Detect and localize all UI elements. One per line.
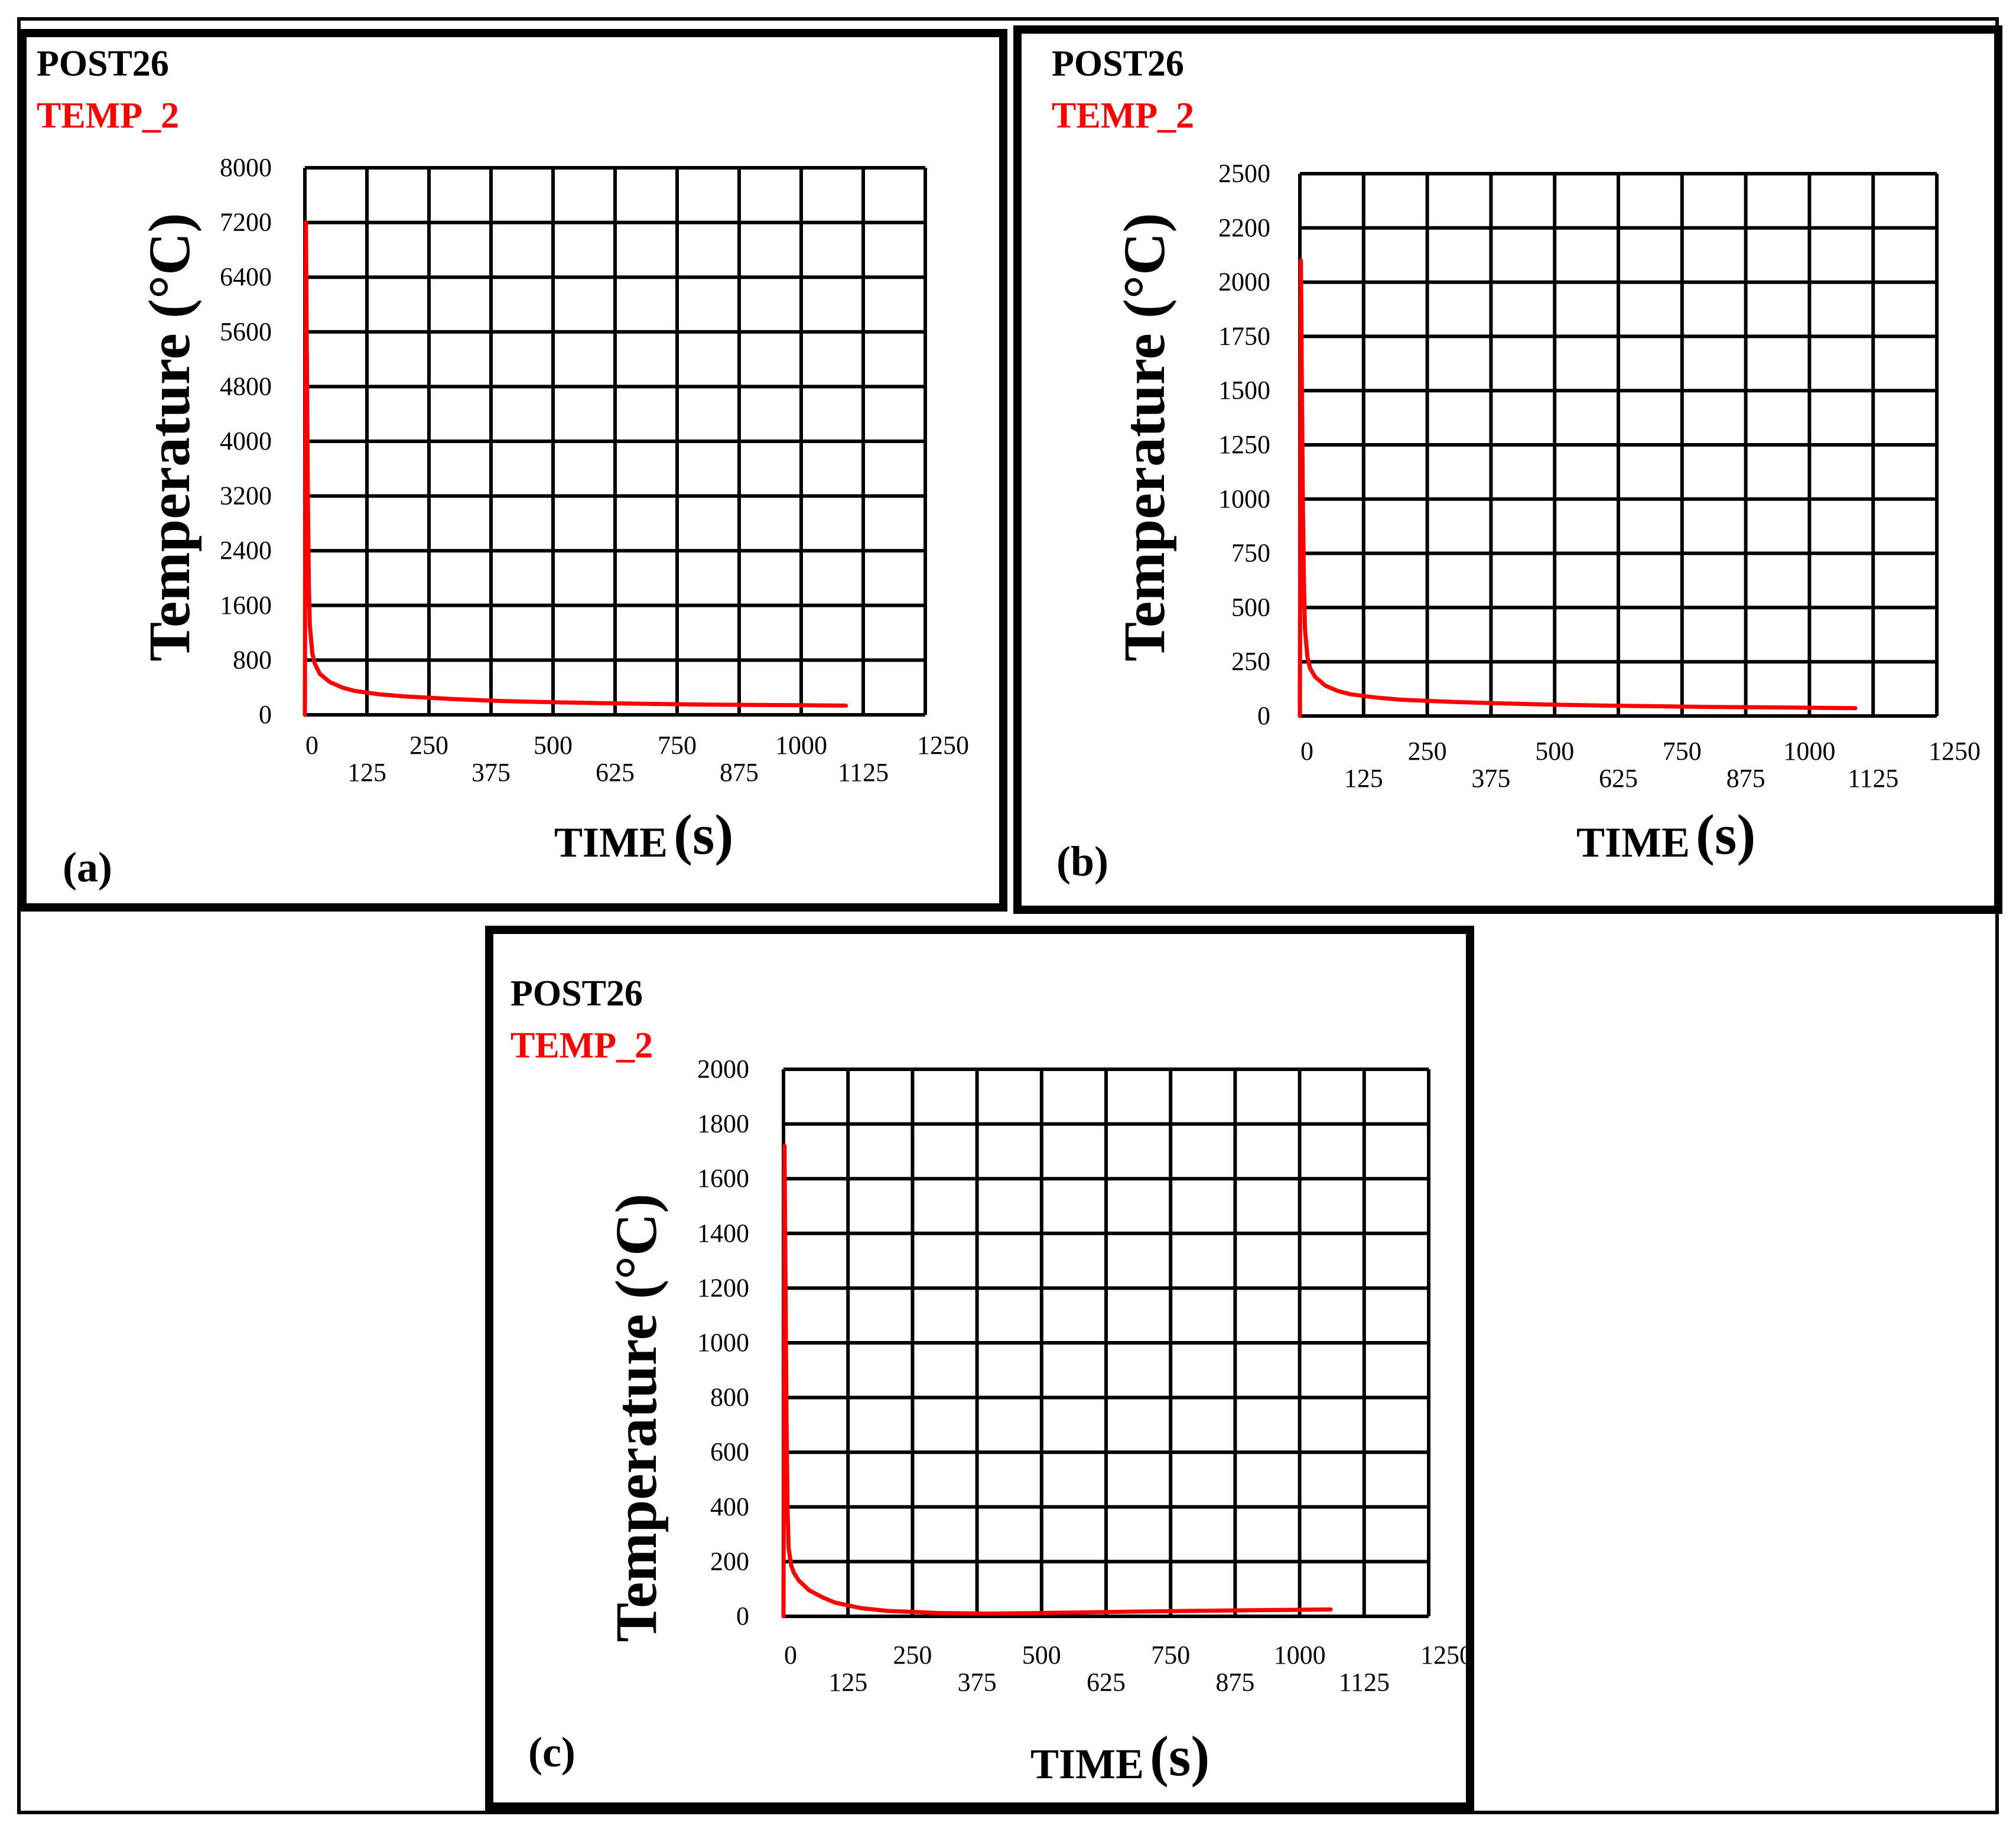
panel-b-x-axis-unit: (s) xyxy=(1696,803,1755,866)
panel-a-y-tick-label: 0 xyxy=(259,700,272,729)
panel-b-x-axis-label: TIME xyxy=(1576,819,1690,866)
panel-a-x-tick-label: 875 xyxy=(720,758,759,787)
panel-a-series-name: TEMP_2 xyxy=(37,96,179,136)
panel-c-x-tick-label: 625 xyxy=(1087,1668,1126,1697)
panel-b-y-tick-label: 1750 xyxy=(1218,321,1270,350)
panel-b-y-tick-label: 0 xyxy=(1257,701,1270,730)
panel-b-y-tick-label: 500 xyxy=(1231,593,1270,621)
panel-b-y-tick-label: 2200 xyxy=(1218,213,1270,242)
panel-a-x-tick-label: 250 xyxy=(409,731,448,760)
panel-b-frame xyxy=(1013,25,2002,914)
panel-c-x-tick-label: 750 xyxy=(1151,1641,1190,1669)
panel-b-label: (b) xyxy=(1056,838,1108,885)
panel-c-plot-area: 0 200 400 600 800 1000 1200 1400 1600 1800 2000 0 12… xyxy=(697,1055,1472,1697)
panel-b-x-tick-label: 1000 xyxy=(1783,737,1835,766)
panel-a-y-tick-label: 1600 xyxy=(220,591,272,620)
panel-a-series-line xyxy=(303,220,848,717)
panel-b-x-tick-label: 875 xyxy=(1726,764,1765,793)
panel-b: POST26 TEMP_2 Temperature (°C) TIME (s) … xyxy=(1013,25,2002,914)
panel-c-x-tick-label: 1125 xyxy=(1339,1668,1390,1697)
panel-c-series-line xyxy=(781,1144,1333,1619)
panel-c-x-axis-unit: (s) xyxy=(1150,1724,1209,1788)
panel-a-x-axis-unit: (s) xyxy=(674,803,733,866)
panel-c-y-tick-label: 600 xyxy=(710,1437,749,1466)
panel-b-y-tick-label: 250 xyxy=(1231,647,1270,676)
panel-b-y-tick-label: 750 xyxy=(1231,539,1270,568)
panel-c-y-tick-label: 200 xyxy=(710,1547,749,1576)
panel-a-y-tick-label: 5600 xyxy=(220,317,272,346)
panel-b-x-tick-label: 1250 xyxy=(1929,737,1981,766)
panel-b-series-line xyxy=(1298,258,1858,718)
panel-a-x-axis-label: TIME xyxy=(554,819,668,866)
panel-b-x-tick-label: 125 xyxy=(1344,764,1383,793)
panel-a-y-tick-label: 7200 xyxy=(220,208,272,237)
panel-a-x-tick-label: 1250 xyxy=(917,731,969,760)
panel-a-plot-area: 0 800 1600 2400 3200 4000 4800 5600 6400 7200 8000… xyxy=(220,153,969,787)
panel-c-y-tick-label: 1800 xyxy=(697,1109,749,1138)
panel-c-y-axis-label: Temperature (°C) xyxy=(603,1193,669,1642)
panel-b-x-tick-label: 750 xyxy=(1663,737,1702,766)
panel-b-x-tick-label: 250 xyxy=(1408,737,1447,766)
panel-a-x-tick-label: 1125 xyxy=(838,758,889,787)
panel-c-x-tick-label: 375 xyxy=(958,1668,997,1697)
panel-a-label: (a) xyxy=(63,844,112,891)
panel-a-x-tick-label: 1000 xyxy=(775,731,827,760)
panel-a-y-tick-label: 2400 xyxy=(220,536,272,565)
panel-c-header: POST26 xyxy=(510,974,643,1014)
panel-c-frame xyxy=(485,926,1474,1811)
panel-a-y-tick-label: 4000 xyxy=(220,427,272,455)
panel-c-y-tick-label: 1200 xyxy=(697,1273,749,1302)
panel-c-x-tick-label: 500 xyxy=(1022,1641,1061,1669)
panel-a: POST26 TEMP_2 Temperature (°C) TIME (s) … xyxy=(18,29,1007,912)
panel-b-plot-area: 0 250 500 750 1000 1250 1500 1750 2000 2200 2500 0 1… xyxy=(1218,159,1981,793)
panel-b-x-tick-label: 625 xyxy=(1599,764,1638,793)
panel-a-y-tick-label: 800 xyxy=(233,645,272,674)
panel-c-x-tick-label: 250 xyxy=(893,1641,932,1669)
panel-b-x-tick-label: 0 xyxy=(1300,737,1313,766)
figure-frame xyxy=(17,17,1999,1814)
panel-c: POST26 TEMP_2 Temperature (°C) TIME (s) … xyxy=(485,926,1474,1811)
panel-c-y-tick-label: 1000 xyxy=(697,1328,749,1357)
panel-b-x-tick-label: 375 xyxy=(1471,764,1510,793)
panel-b-y-tick-label: 1500 xyxy=(1218,376,1270,405)
panel-c-label: (c) xyxy=(528,1729,575,1776)
panel-c-y-tick-label: 2000 xyxy=(697,1055,749,1083)
panel-a-y-tick-label: 8000 xyxy=(220,153,272,182)
panel-c-series-name: TEMP_2 xyxy=(510,1026,653,1066)
panel-c-x-tick-label: 0 xyxy=(784,1641,797,1669)
panel-b-x-tick-label: 1125 xyxy=(1848,764,1898,793)
panel-c-y-tick-label: 1600 xyxy=(697,1164,749,1193)
panel-b-header: POST26 xyxy=(1052,44,1184,84)
panel-c-y-tick-label: 1400 xyxy=(697,1219,749,1248)
panel-a-x-tick-label: 375 xyxy=(472,758,510,787)
panel-c-x-tick-label: 1000 xyxy=(1274,1641,1326,1669)
panel-a-y-tick-label: 6400 xyxy=(220,262,272,291)
panel-b-y-tick-label: 2500 xyxy=(1218,159,1270,188)
panel-c-y-tick-label: 0 xyxy=(736,1602,749,1631)
panel-a-y-tick-label: 4800 xyxy=(220,372,272,401)
panel-b-x-tick-label: 500 xyxy=(1535,737,1574,766)
panel-a-x-tick-label: 0 xyxy=(305,731,318,760)
panel-c-y-tick-label: 400 xyxy=(710,1492,749,1521)
panel-a-x-tick-label: 500 xyxy=(534,731,573,760)
panel-c-y-tick-label: 800 xyxy=(710,1383,749,1412)
panel-a-header: POST26 xyxy=(37,44,169,84)
panel-b-y-tick-label: 1250 xyxy=(1218,430,1270,459)
panel-b-y-axis-label: Temperature (°C) xyxy=(1111,213,1177,661)
panel-a-frame xyxy=(18,29,1007,912)
panel-b-y-tick-label: 2000 xyxy=(1218,268,1270,297)
panel-b-series-name: TEMP_2 xyxy=(1052,96,1194,136)
panel-a-y-axis-label: Temperature (°C) xyxy=(136,213,202,661)
panel-c-x-tick-label: 1250 xyxy=(1420,1641,1472,1669)
panel-a-x-tick-label: 750 xyxy=(658,731,697,760)
panel-a-x-tick-label: 125 xyxy=(347,758,386,787)
panel-c-x-axis-label: TIME xyxy=(1030,1740,1144,1788)
panel-a-y-tick-label: 3200 xyxy=(220,481,272,510)
panel-a-x-tick-label: 625 xyxy=(596,758,635,787)
panel-c-x-tick-label: 125 xyxy=(828,1668,867,1697)
panel-b-y-tick-label: 1000 xyxy=(1218,484,1270,513)
panel-c-x-tick-label: 875 xyxy=(1215,1668,1254,1697)
